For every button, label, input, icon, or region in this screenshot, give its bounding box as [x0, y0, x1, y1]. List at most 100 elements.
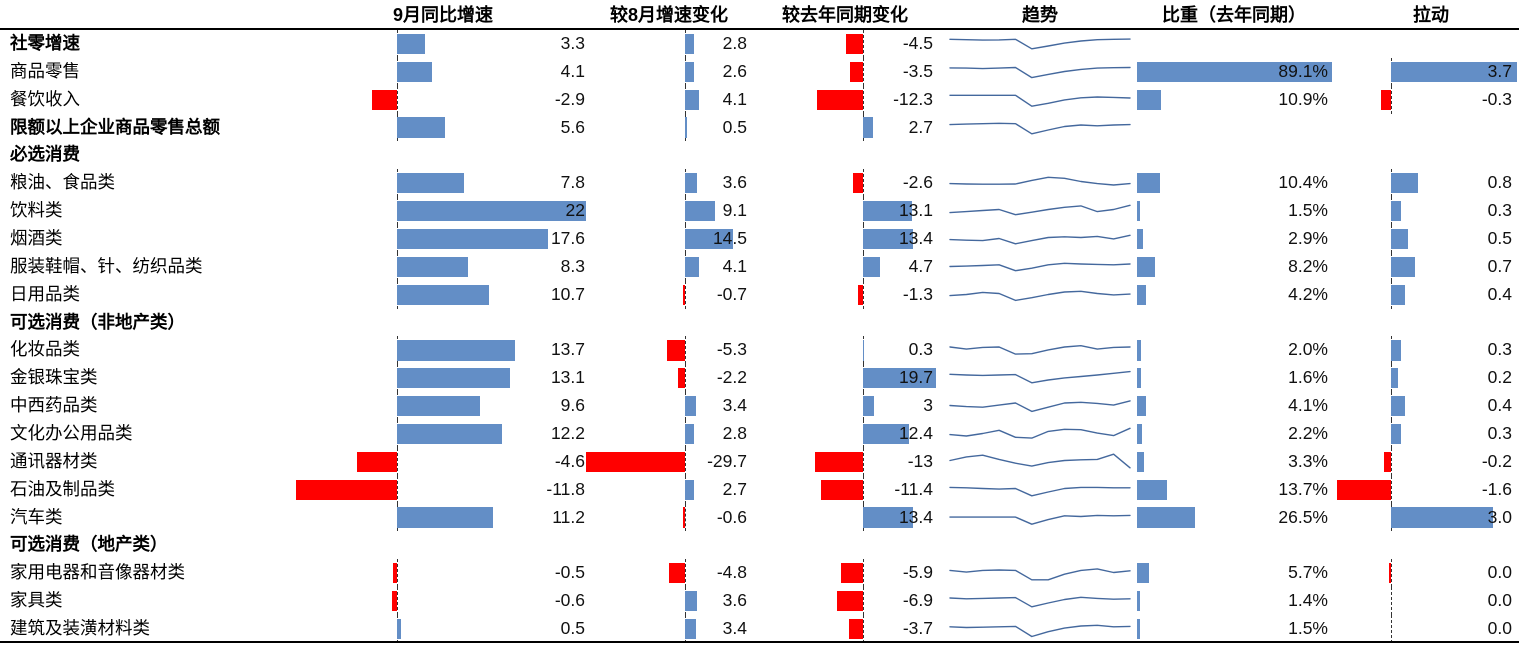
- negative-databar: [392, 563, 397, 584]
- yoy-value: 13.1: [550, 367, 585, 388]
- mom-value: 3.4: [722, 618, 747, 639]
- negative-databar: [677, 368, 685, 389]
- positive-databar: [397, 395, 480, 417]
- positive-databar: [1137, 61, 1333, 82]
- table-row: 家用电器和音像器材类 -0.5 -4.8 -5.9 5.7% 0.0: [0, 559, 1519, 588]
- row-label: 可选消费（地产类）: [10, 534, 168, 555]
- positive-databar: [685, 256, 699, 277]
- positive-databar: [863, 507, 913, 528]
- mom-value: 2.8: [722, 33, 747, 53]
- yoy-value: -2.9: [554, 88, 585, 109]
- mom-value: -29.7: [707, 450, 747, 471]
- weight-value: 4.2%: [1288, 283, 1328, 304]
- pull-value: 3.0: [1487, 506, 1512, 527]
- negative-databar: [849, 618, 863, 640]
- row-label: 餐饮收入: [10, 88, 80, 109]
- yoy_chg-value: -5.9: [902, 562, 933, 583]
- mom-databar-cell: 4.1: [586, 85, 752, 114]
- weight-value: 3.3%: [1288, 450, 1328, 471]
- zero-axis-line: [1391, 447, 1392, 476]
- pull-databar-cell: 0.0: [1337, 615, 1517, 643]
- trend-sparkline: [949, 453, 1131, 469]
- weight-databar-cell: 3.3%: [1137, 448, 1333, 476]
- table-row: 可选消费（地产类）: [0, 531, 1519, 559]
- trend-sparkline: [949, 234, 1131, 245]
- negative-databar: [667, 340, 685, 361]
- positive-databar: [1137, 479, 1167, 500]
- negative-databar: [391, 590, 397, 612]
- positive-databar: [863, 228, 913, 250]
- yoy-value: -4.6: [554, 450, 585, 471]
- weight-value: 10.4%: [1278, 172, 1328, 193]
- trend-cell: [948, 504, 1132, 532]
- positive-databar: [1391, 284, 1405, 305]
- yoy-databar-cell: 4.1: [296, 57, 590, 86]
- trend-sparkline: [949, 38, 1131, 50]
- positive-databar: [1137, 451, 1145, 472]
- table-row: 粮油、食品类 7.8 3.6 -2.6 10.4% 0.8: [0, 169, 1519, 198]
- zero-axis-line: [1391, 615, 1392, 643]
- yoy-value: 7.8: [560, 172, 585, 193]
- positive-databar: [1137, 368, 1141, 389]
- pull-value: 0.4: [1487, 395, 1512, 416]
- yoy_chg-databar-cell: 0.3: [752, 336, 938, 365]
- trend-cell: [948, 559, 1132, 587]
- yoy_chg-databar-cell: 13.1: [752, 197, 938, 226]
- table-row: 烟酒类 17.6 14.5 13.4 2.9% 0.5: [0, 225, 1519, 253]
- row-label: 服装鞋帽、针、纺织品类: [10, 255, 203, 276]
- mom-databar-cell: 2.7: [586, 475, 752, 504]
- pull-databar-cell: 0.7: [1337, 252, 1517, 281]
- trend-sparkline: [949, 262, 1131, 272]
- trend-sparkline: [949, 122, 1131, 135]
- yoy_chg-databar-cell: -6.9: [752, 587, 938, 616]
- negative-databar: [1337, 479, 1391, 500]
- positive-databar: [685, 618, 697, 640]
- negative-databar: [841, 563, 863, 584]
- yoy_chg-databar-cell: -12.3: [752, 85, 938, 114]
- column-header-yoy: 9月同比增速: [392, 5, 493, 25]
- positive-databar: [685, 89, 699, 110]
- positive-databar: [1391, 61, 1517, 82]
- positive-databar: [1137, 200, 1141, 222]
- positive-databar: [1391, 395, 1405, 417]
- column-header-trend: 趋势: [1022, 5, 1058, 25]
- zero-axis-line: [397, 85, 398, 114]
- mom-databar-cell: 3.4: [586, 392, 752, 421]
- trend-sparkline: [949, 176, 1131, 186]
- positive-databar: [685, 395, 697, 417]
- pull-value: 0.0: [1487, 590, 1512, 611]
- pull-databar-cell: 0.3: [1337, 336, 1517, 365]
- weight-value: 1.5%: [1288, 200, 1328, 221]
- mom-value: 4.1: [722, 255, 747, 276]
- yoy-databar-cell: -0.5: [296, 559, 590, 588]
- mom-value: -0.7: [716, 283, 747, 304]
- row-label: 商品零售: [10, 60, 80, 81]
- positive-databar: [863, 117, 874, 138]
- trend-cell: [948, 86, 1132, 114]
- mom-value: 2.7: [722, 478, 747, 499]
- zero-axis-line: [863, 280, 864, 309]
- weight-databar-cell: 1.5%: [1137, 615, 1333, 643]
- negative-databar: [683, 507, 685, 528]
- weight-databar-cell: 10.9%: [1137, 86, 1333, 114]
- yoy-databar-cell: 9.6: [296, 392, 590, 421]
- trend-cell: [948, 281, 1132, 309]
- table-row: 家具类 -0.6 3.6 -6.9 1.4% 0.0: [0, 587, 1519, 616]
- zero-axis-line: [863, 587, 864, 616]
- positive-databar: [1137, 395, 1146, 417]
- positive-databar: [1137, 284, 1147, 305]
- row-label: 建筑及装潢材料类: [10, 618, 150, 639]
- yoy_chg-databar-cell: 4.7: [752, 252, 938, 281]
- mom-databar-cell: 9.1: [586, 197, 752, 226]
- mom-databar-cell: -29.7: [586, 447, 752, 476]
- positive-databar: [863, 395, 875, 417]
- pull-databar-cell: 0.0: [1337, 587, 1517, 616]
- yoy_chg-value: 13.4: [898, 506, 933, 527]
- table-row: 商品零售 4.1 2.6 -3.5 89.1% 3.7: [0, 57, 1519, 86]
- trend-cell: [948, 587, 1132, 615]
- yoy-databar-cell: 12.2: [296, 420, 590, 448]
- positive-databar: [863, 423, 910, 445]
- mom-value: -0.6: [716, 506, 747, 527]
- yoy-value: -11.8: [546, 478, 585, 499]
